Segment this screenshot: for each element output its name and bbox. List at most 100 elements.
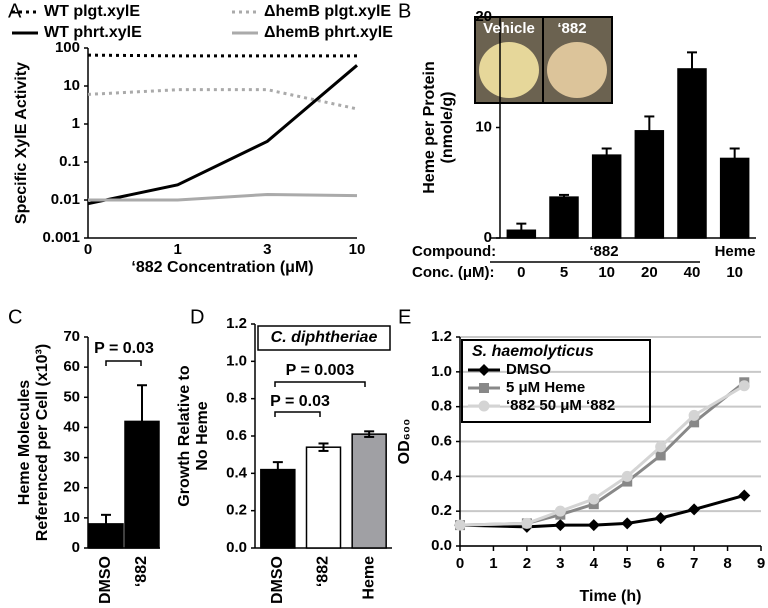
bar [677, 68, 707, 239]
y-axis-label: (nmole/g) [439, 92, 456, 164]
y-tick-label: 40 [63, 418, 80, 435]
pellet-vehicle [479, 42, 539, 98]
y-tick-label: 0.2 [431, 502, 452, 519]
x-tick-label: 5 [623, 555, 631, 572]
x-tick-label: ‘882 [315, 556, 332, 587]
x-axis-label: Time (h) [580, 588, 642, 605]
x-tick-label: Heme [360, 556, 377, 600]
x-tick-label: 3 [263, 241, 271, 258]
y-tick-label: 60 [63, 358, 80, 375]
group-label: ‘882 [589, 243, 618, 260]
y-axis-label: No Heme [194, 401, 211, 470]
x-tick-label: 6 [656, 555, 664, 572]
x-axis-label: ‘882 Concentration (μM) [131, 259, 313, 276]
bar [260, 468, 296, 549]
point [689, 417, 700, 428]
point [738, 380, 750, 392]
panel-letter: C [8, 306, 22, 328]
series-line [88, 192, 358, 202]
y-tick-label: 0.001 [42, 229, 80, 246]
x-tick-label: 4 [590, 555, 599, 572]
y-tick-label: 20 [475, 8, 492, 25]
series-line [87, 53, 357, 58]
inset-label: ‘882 [557, 20, 586, 37]
title-box [257, 325, 391, 351]
y-tick-label: 50 [63, 388, 80, 405]
row-label: Conc. (μM): [412, 264, 495, 281]
bar [591, 154, 622, 239]
legend-marker [479, 383, 489, 393]
annotation: P = 0.03 [270, 393, 330, 410]
y-tick-label: 30 [63, 449, 80, 466]
x-tick-label: 10 [349, 241, 366, 258]
significance-bracket [274, 411, 321, 417]
y-axis-label: Heme per Protein [421, 61, 438, 193]
y-tick-label: 1.0 [431, 363, 452, 380]
x-tick-label: 40 [684, 264, 701, 281]
y-tick-label: 1.0 [226, 352, 247, 369]
y-tick-label: 0.1 [59, 153, 80, 170]
y-axis-label: Heme Molecules [16, 380, 33, 505]
y-tick-label: 0.4 [226, 464, 248, 481]
x-tick-label: 1 [489, 555, 497, 572]
x-tick-label: 10 [598, 264, 615, 281]
point [688, 409, 700, 421]
panel-letter: B [398, 0, 411, 22]
y-tick-label: 0.6 [226, 427, 247, 444]
pellet-882 [547, 42, 607, 98]
legend-label: 5 μM Heme [506, 379, 585, 396]
legend-box [461, 339, 651, 423]
point [587, 519, 600, 532]
legend-label: ΔhemB plgt.xylE [264, 3, 391, 20]
legend-marker [478, 364, 490, 376]
y-tick-label: 0.8 [226, 390, 247, 407]
x-tick-label: 8 [723, 555, 731, 572]
x-tick-label: 0 [456, 555, 464, 572]
legend-label: WT phrt.xylE [44, 24, 142, 41]
y-tick-label: 0.01 [51, 191, 80, 208]
x-tick-label: DMSO [97, 556, 114, 604]
series-line [87, 88, 358, 111]
y-tick-label: 0 [484, 229, 492, 246]
point [738, 489, 751, 502]
x-tick-label: 2 [523, 555, 531, 572]
panel-letter: E [398, 306, 411, 328]
x-tick-label: 3 [556, 555, 564, 572]
x-tick-label: ‘882 [133, 556, 150, 587]
y-tick-label: 1 [72, 115, 80, 132]
significance-bracket [274, 381, 366, 387]
x-tick-label: DMSO [269, 556, 286, 604]
y-tick-label: 10 [63, 509, 80, 526]
point [521, 517, 533, 529]
point [688, 503, 701, 516]
legend-title: S. haemolyticus [472, 343, 594, 360]
bar [719, 157, 750, 239]
legend-label: ‘882 50 μM ‘882 [506, 397, 615, 414]
point [454, 519, 466, 531]
x-tick-label: 0 [517, 264, 525, 281]
annotation: P = 0.03 [94, 340, 154, 357]
y-tick-label: 20 [63, 479, 80, 496]
x-tick-label: 20 [641, 264, 658, 281]
bar [305, 446, 342, 549]
point [655, 441, 667, 453]
y-axis-label: Referenced per Cell (x10³) [34, 344, 51, 541]
y-tick-label: 0.0 [226, 539, 247, 556]
chart-title: C. diphtheriae [271, 329, 378, 346]
point [621, 470, 633, 482]
series-line [87, 64, 358, 206]
x-tick-label: 9 [757, 555, 765, 572]
y-tick-label: 0 [72, 539, 80, 556]
point [554, 505, 566, 517]
y-tick-label: 0.8 [431, 398, 452, 415]
point [588, 493, 600, 505]
y-axis-label: Specific XylE Activity [13, 62, 30, 224]
annotation: P = 0.003 [286, 362, 355, 379]
point [654, 512, 667, 525]
y-tick-label: 0.2 [226, 502, 247, 519]
y-tick-label: 1.2 [226, 315, 247, 332]
inset-label: Vehicle [483, 20, 535, 37]
panel-letter: D [190, 306, 204, 328]
y-tick-label: 70 [63, 328, 80, 345]
